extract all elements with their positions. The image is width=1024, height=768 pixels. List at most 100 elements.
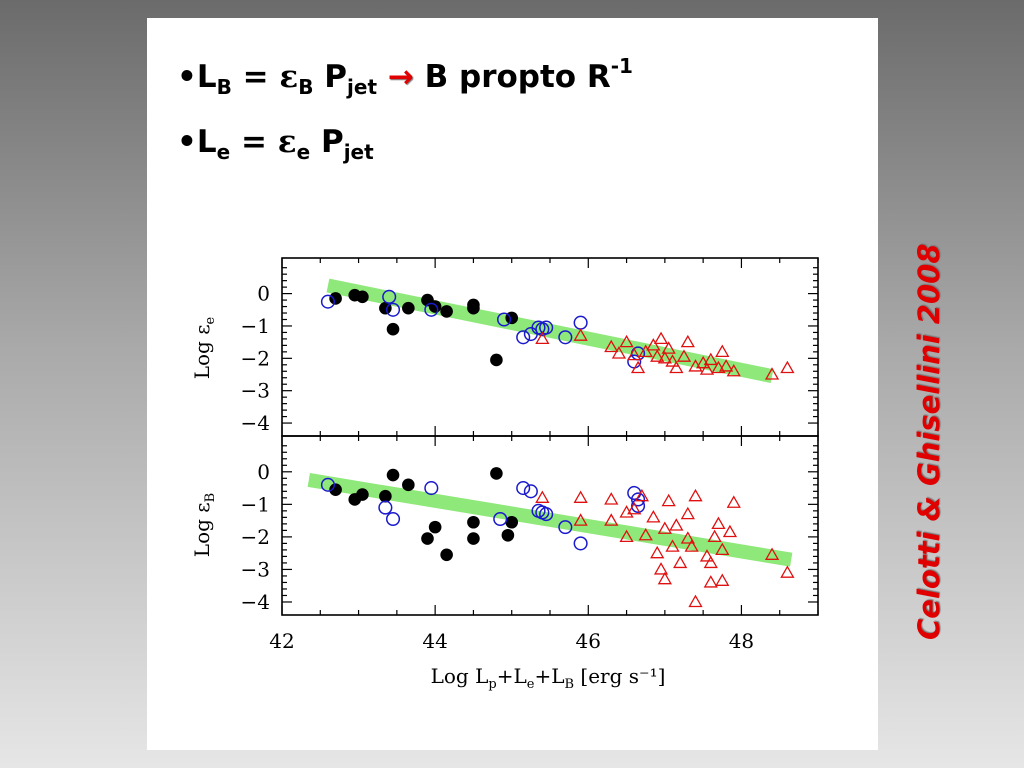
y-tick-label: 0	[257, 460, 270, 484]
y-tick-label: −4	[241, 590, 270, 614]
data-point-triangle	[661, 341, 676, 354]
y-axis-label-top: Log εe	[190, 316, 218, 379]
data-point-filled	[490, 353, 503, 367]
data-point-open-circle	[385, 511, 401, 527]
eq-propto: B propto R	[424, 59, 611, 95]
data-point-triangle	[619, 334, 634, 348]
data-point-filled	[505, 515, 519, 529]
data-point-open-circle	[558, 330, 573, 345]
data-point-open-circle	[558, 520, 573, 535]
data-point-open-circle	[516, 330, 531, 345]
data-point-triangle	[653, 562, 669, 575]
eq-L: L	[196, 59, 217, 95]
data-point-triangle	[703, 555, 718, 569]
data-point-filled	[379, 489, 392, 503]
eq-epsilon: ε	[277, 124, 297, 160]
data-point-triangle	[611, 346, 627, 359]
eq-P-sub: jet	[347, 75, 378, 99]
data-point-open-circle	[382, 289, 397, 304]
data-point-triangle	[535, 331, 550, 345]
eq-L-sub: e	[216, 140, 231, 164]
data-point-filled	[356, 290, 369, 304]
data-point-open-circle	[573, 315, 588, 330]
data-point-open-circle	[573, 536, 588, 551]
data-point-triangle	[661, 493, 676, 507]
data-point-triangle	[780, 360, 795, 374]
data-point-filled	[467, 515, 480, 529]
data-point-triangle	[665, 539, 680, 552]
data-point-open-circle	[523, 484, 538, 499]
data-point-triangle	[646, 510, 661, 523]
data-point-open-circle	[631, 498, 646, 514]
data-point-triangle	[680, 334, 695, 348]
x-tick-label: 44	[422, 629, 447, 653]
plot-frame-top	[281, 257, 819, 437]
data-point-triangle	[764, 547, 780, 560]
data-point-open-circle	[385, 302, 401, 317]
data-point-open-circle	[320, 294, 335, 309]
data-point-triangle	[638, 527, 653, 541]
data-point-filled	[386, 322, 400, 336]
data-point-triangle	[680, 531, 695, 544]
data-point-triangle	[715, 573, 730, 586]
data-point-triangle	[573, 490, 588, 503]
data-point-filled	[428, 300, 442, 313]
eq-L-sub: B	[216, 75, 232, 99]
data-point-triangle	[657, 571, 672, 585]
data-point-open-circle	[497, 312, 512, 327]
data-point-triangle	[699, 362, 715, 375]
data-point-filled	[440, 305, 453, 318]
right-arrow-icon: →	[377, 59, 425, 95]
data-point-triangle	[711, 516, 726, 530]
data-point-triangle	[688, 594, 703, 608]
data-point-filled	[467, 301, 480, 315]
y-tick-label: −3	[241, 379, 270, 403]
data-point-filled	[501, 528, 515, 542]
data-point-triangle	[630, 360, 646, 374]
data-point-triangle	[684, 539, 699, 552]
data-point-triangle	[573, 328, 588, 341]
eq-epsilon: ε	[279, 59, 299, 95]
y-tick-label: −3	[241, 557, 270, 581]
data-point-triangle	[604, 492, 619, 505]
data-point-triangle	[764, 367, 780, 380]
data-point-triangle	[650, 349, 665, 362]
data-point-triangle	[688, 488, 703, 502]
citation-credit: Celotti & Ghisellini 2008	[912, 243, 946, 641]
data-point-open-circle	[493, 511, 508, 527]
data-point-filled	[490, 467, 503, 480]
data-point-open-circle	[424, 302, 439, 317]
eq-P: P	[310, 124, 344, 160]
x-tick-label: 46	[576, 629, 601, 653]
data-point-triangle	[627, 347, 642, 361]
data-point-triangle	[703, 575, 718, 588]
data-point-triangle	[657, 351, 672, 364]
y-tick-label: 0	[257, 282, 270, 306]
data-point-triangle	[669, 518, 684, 531]
data-point-triangle	[627, 501, 642, 515]
data-point-triangle	[665, 354, 680, 367]
data-point-filled	[329, 292, 342, 305]
x-tick-label: 48	[729, 629, 754, 653]
data-point-filled	[329, 483, 342, 497]
eq-epsilon-sub: B	[298, 75, 314, 99]
data-point-triangle	[657, 521, 672, 534]
data-point-filled	[421, 532, 434, 545]
bullet-lb-equation: •LB = εB Pjet → B propto R-1	[177, 54, 633, 99]
eq-P-sub: jet	[343, 140, 374, 164]
data-point-triangle	[680, 506, 695, 520]
data-point-open-circle	[539, 320, 554, 335]
data-point-open-circle	[631, 492, 646, 507]
data-point-triangle	[573, 513, 588, 526]
data-point-triangle	[673, 555, 688, 569]
eq-equals: =	[230, 124, 278, 160]
data-point-filled	[356, 488, 369, 501]
y-axis-label-bottom: Log εB	[190, 493, 218, 557]
data-point-triangle	[653, 331, 669, 345]
eq-epsilon-sub: e	[296, 140, 311, 164]
data-point-triangle	[707, 529, 722, 543]
data-point-triangle	[722, 524, 738, 538]
data-point-triangle	[718, 359, 734, 372]
y-tick-label: −2	[241, 525, 270, 549]
